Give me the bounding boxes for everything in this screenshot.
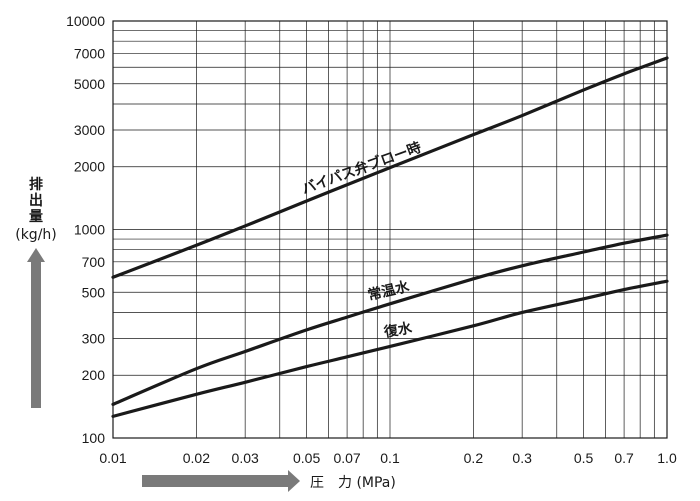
x-axis-title: 圧 力 (MPa) <box>310 475 396 491</box>
x-tick-label: 0.7 <box>614 450 634 466</box>
y-axis-title-char-3: 量 <box>29 209 43 225</box>
curve-condensate <box>111 279 669 418</box>
curves <box>111 56 669 418</box>
curve-bypass-valve-blow <box>111 56 669 279</box>
x-tick-label: 0.02 <box>183 450 210 466</box>
curve-room-temp-water <box>111 233 669 406</box>
y-tick-label: 500 <box>82 284 106 300</box>
series-label-bypass: バイパス弁ブロー時 <box>300 139 424 198</box>
x-tick-label: 0.2 <box>464 450 484 466</box>
y-tick-labels: 100 200 300 500 700 1000 2000 3000 5000 7000 10000 <box>66 13 105 446</box>
x-tick-label: 0.01 <box>99 450 126 466</box>
x-axis-arrow-icon <box>142 470 300 492</box>
y-tick-label: 2000 <box>74 159 105 175</box>
x-tick-label: 1.0 <box>657 450 677 466</box>
y-tick-label: 700 <box>82 254 106 270</box>
y-tick-label: 3000 <box>74 122 105 138</box>
x-tick-label: 0.1 <box>380 450 400 466</box>
x-tick-label: 0.07 <box>333 450 360 466</box>
x-tick-label: 0.05 <box>293 450 320 466</box>
y-tick-label: 10000 <box>66 13 105 29</box>
y-tick-label: 100 <box>82 430 106 446</box>
y-tick-label: 7000 <box>74 45 105 61</box>
y-tick-label: 5000 <box>74 76 105 92</box>
x-tick-label: 0.3 <box>512 450 532 466</box>
y-axis-title-char-1: 排 <box>29 176 43 193</box>
y-tick-label: 300 <box>82 331 106 347</box>
y-axis-title-char-2: 出 <box>29 192 43 209</box>
x-tick-label: 0.5 <box>574 450 594 466</box>
y-axis-arrow-icon <box>27 248 45 408</box>
y-axis-unit: (kg/h) <box>15 227 57 243</box>
plot-frame <box>112 20 668 439</box>
y-tick-label: 1000 <box>74 222 105 238</box>
y-tick-label: 200 <box>82 367 106 383</box>
x-tick-labels: 0.01 0.02 0.03 0.05 0.07 0.1 0.2 0.3 0.5 0.7 1.0 <box>99 450 677 466</box>
grid <box>113 21 667 438</box>
x-tick-label: 0.03 <box>232 450 259 466</box>
series-label-condensate: 復水 <box>382 319 414 341</box>
